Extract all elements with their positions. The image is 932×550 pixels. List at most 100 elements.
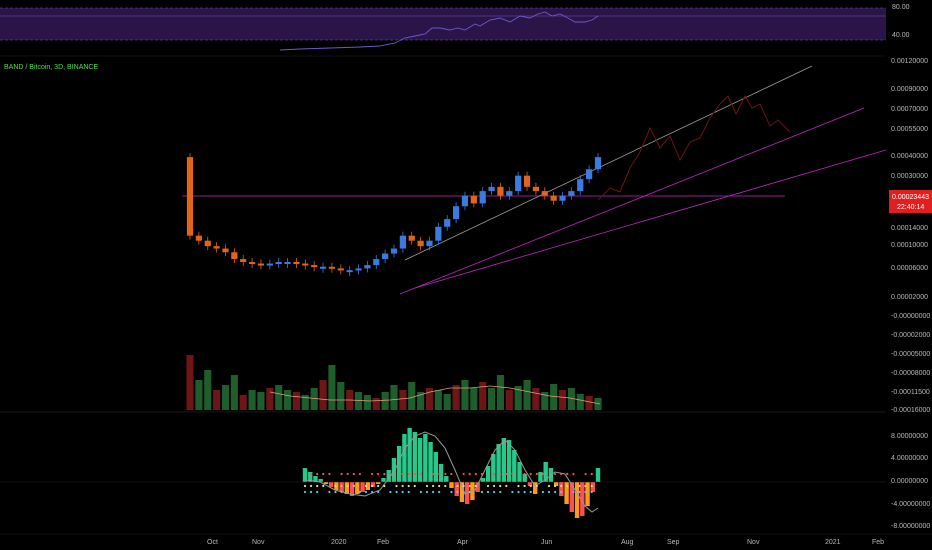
macd-dot <box>535 472 538 476</box>
volume-bar <box>576 394 584 410</box>
macd-dot <box>468 484 471 488</box>
macd-label: -4.00000000 <box>891 501 930 508</box>
macd-bar <box>585 482 590 506</box>
forecast-path <box>597 94 791 201</box>
macd-bar <box>449 482 454 488</box>
macd-dot <box>468 490 471 494</box>
candle <box>461 195 469 207</box>
macd-dot <box>462 490 465 494</box>
macd-dot <box>425 490 429 494</box>
mid-trend-line[interactable] <box>399 107 865 295</box>
volume-bar <box>558 390 567 410</box>
macd-dot <box>493 484 496 488</box>
macd-dot <box>523 472 526 476</box>
volume-bar <box>221 385 230 410</box>
macd-dot <box>413 484 416 488</box>
candle <box>550 195 557 201</box>
candles[interactable] <box>186 153 602 277</box>
macd-dot <box>352 472 355 476</box>
volume-bar <box>372 398 380 410</box>
volume-bars <box>186 355 602 410</box>
macd-bar <box>485 466 491 482</box>
macd-dot <box>322 484 325 488</box>
macd-dot <box>541 490 545 494</box>
candle <box>586 169 593 180</box>
macd-dot <box>584 472 587 476</box>
macd-bar <box>454 482 459 496</box>
macd-bar <box>506 440 512 482</box>
candle <box>594 157 602 170</box>
macd-dot <box>389 490 392 494</box>
macd-dot <box>493 490 496 494</box>
volume-bar <box>284 390 292 410</box>
macd-bar <box>517 462 522 482</box>
candle <box>328 266 336 269</box>
macd-axis[interactable]: 8.00000000 4.00000000 0.00000000 -4.0000… <box>891 433 930 530</box>
macd-bar <box>491 454 496 482</box>
price-label: 0.00030000 <box>891 173 928 180</box>
candle <box>452 206 460 220</box>
time-label: Feb <box>872 539 884 546</box>
candle <box>382 253 389 260</box>
price-label: -0.00005000 <box>891 351 930 358</box>
macd-bar <box>391 458 397 482</box>
macd-dot <box>462 472 465 476</box>
volume-bar <box>443 394 451 410</box>
macd-bar <box>522 474 527 482</box>
macd-dot <box>364 490 368 494</box>
volume-bar <box>319 380 327 410</box>
macd-dot <box>523 484 526 488</box>
price-label: -0.00011500 <box>891 389 930 396</box>
volume-bar <box>532 388 540 410</box>
volume-bar <box>292 392 300 410</box>
time-label: Feb <box>377 539 389 546</box>
macd-bar <box>559 482 564 496</box>
volume-bar <box>390 385 398 410</box>
macd-dot <box>480 472 483 476</box>
macd-dot <box>511 490 514 494</box>
price-label: 0.00014000 <box>891 225 928 232</box>
price-axis[interactable]: 0.00120000 0.00090000 0.00070000 0.00055… <box>891 58 930 414</box>
lower-trend-line[interactable] <box>414 149 887 289</box>
macd-bar <box>423 434 428 482</box>
price-label: 0.00006000 <box>891 265 928 272</box>
candle <box>195 235 202 241</box>
time-axis[interactable]: Oct Nov 2020 Feb Apr Jun Aug Sep Nov 202… <box>207 539 884 546</box>
candle <box>515 175 522 192</box>
rsi-axis-top: 80.00 <box>892 4 910 11</box>
macd-dot <box>486 484 490 488</box>
macd-dot <box>486 490 490 494</box>
macd-bar <box>396 446 402 482</box>
price-label: 0.00090000 <box>891 86 928 93</box>
macd-dot <box>566 472 569 476</box>
macd-dot <box>560 490 563 494</box>
macd-bar <box>538 472 543 482</box>
macd-dot <box>462 484 465 488</box>
candle <box>355 268 362 271</box>
volume-bar <box>239 395 247 410</box>
macd-label: 4.00000000 <box>891 455 928 462</box>
macd-dot <box>316 490 319 494</box>
price-label: 0.00002000 <box>891 294 928 301</box>
macd-bar <box>564 482 569 504</box>
macd-dot <box>310 472 313 476</box>
volume-bar <box>479 382 487 410</box>
macd-dot <box>334 490 337 494</box>
macd-dot <box>401 472 404 476</box>
time-label: 2021 <box>825 539 841 546</box>
macd-dot <box>328 490 331 494</box>
macd-bar <box>512 450 517 482</box>
macd-dot <box>474 472 477 476</box>
macd-dot <box>395 490 398 494</box>
volume-bar <box>567 388 575 410</box>
volume-bar <box>204 370 212 410</box>
volume-bar <box>514 386 522 410</box>
macd-dots <box>303 472 593 494</box>
macd-dot <box>578 484 581 488</box>
macd-dot <box>407 484 410 488</box>
volume-bar <box>213 390 221 410</box>
candle <box>346 270 353 273</box>
macd-bar <box>370 482 376 487</box>
candle <box>231 252 238 260</box>
